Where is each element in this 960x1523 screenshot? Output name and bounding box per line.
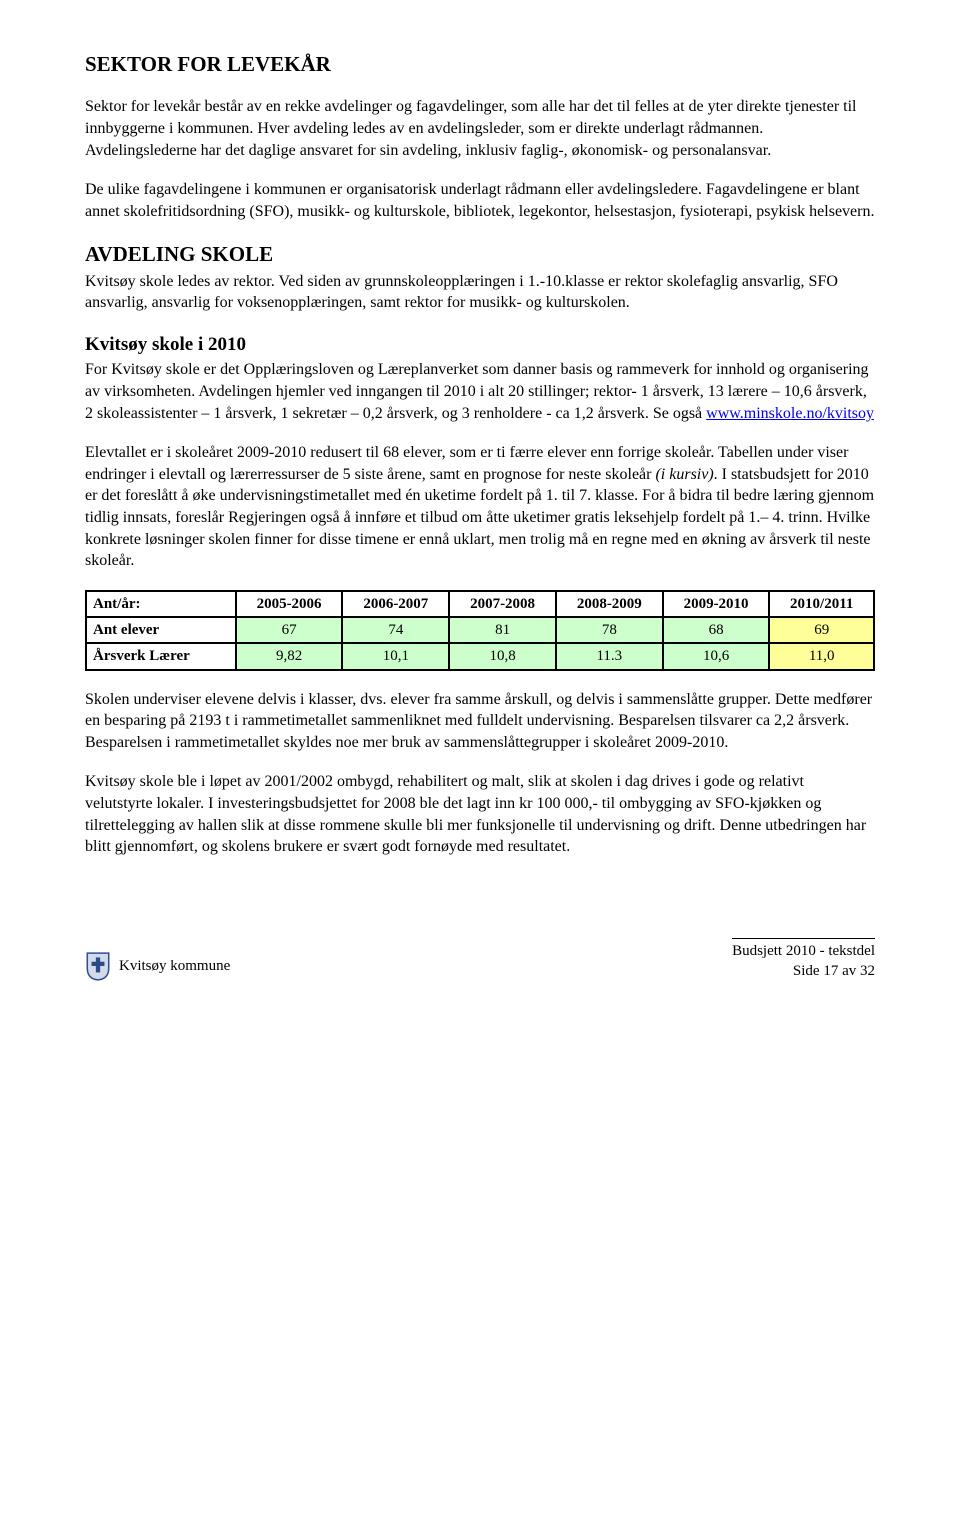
paragraph-2010-b: Elevtallet er i skoleåret 2009-2010 redu…	[85, 442, 875, 572]
municipality-crest-icon	[85, 951, 111, 981]
page-title: SEKTOR FOR LEVEKÅR	[85, 50, 875, 78]
th: 2010/2011	[769, 591, 874, 617]
th: 2009-2010	[663, 591, 770, 617]
after-table-p2: Kvitsøy skole ble i løpet av 2001/2002 o…	[85, 771, 875, 857]
footer-divider	[732, 938, 875, 939]
td: 10,1	[342, 643, 449, 669]
td: 81	[449, 617, 556, 643]
td: 11,0	[769, 643, 874, 669]
th: 2005-2006	[236, 591, 343, 617]
section-heading-avdeling-skole: AVDELING SKOLE	[85, 240, 875, 268]
th: 2008-2009	[556, 591, 663, 617]
footer-right: Budsjett 2010 - tekstdel Side 17 av 32	[732, 938, 875, 982]
td: 78	[556, 617, 663, 643]
link-minskole[interactable]: www.minskole.no/kvitsoy	[706, 405, 874, 422]
th: Ant/år:	[86, 591, 236, 617]
footer-doc-title: Budsjett 2010 - tekstdel	[732, 941, 875, 961]
td: 9,82	[236, 643, 343, 669]
td: 69	[769, 617, 874, 643]
elev-table: Ant/år: 2005-2006 2006-2007 2007-2008 20…	[85, 590, 875, 671]
footer-municipality: Kvitsøy kommune	[119, 956, 230, 976]
paragraph-2010-a: For Kvitsøy skole er det Opplæringsloven…	[85, 359, 875, 424]
intro-paragraph-2: De ulike fagavdelingene i kommunen er or…	[85, 179, 875, 222]
td: 67	[236, 617, 343, 643]
after-table-p1: Skolen underviser elevene delvis i klass…	[85, 689, 875, 754]
skole-intro: Kvitsøy skole ledes av rektor. Ved siden…	[85, 271, 875, 314]
td: 74	[342, 617, 449, 643]
td: 11.3	[556, 643, 663, 669]
text-italic: (i kursiv)	[655, 466, 713, 483]
td: 68	[663, 617, 770, 643]
footer-left: Kvitsøy kommune	[85, 951, 230, 981]
td: 10,6	[663, 643, 770, 669]
table-row: Ant elever 67 74 81 78 68 69	[86, 617, 874, 643]
subheading-kvitsoy-2010: Kvitsøy skole i 2010	[85, 332, 875, 358]
footer-page-number: Side 17 av 32	[732, 961, 875, 981]
td-label: Årsverk Lærer	[86, 643, 236, 669]
page-footer: Kvitsøy kommune Budsjett 2010 - tekstdel…	[85, 938, 875, 982]
table-row: Årsverk Lærer 9,82 10,1 10,8 11.3 10,6 1…	[86, 643, 874, 669]
intro-paragraph-1: Sektor for levekår består av en rekke av…	[85, 96, 875, 161]
td: 10,8	[449, 643, 556, 669]
table-header-row: Ant/år: 2005-2006 2006-2007 2007-2008 20…	[86, 591, 874, 617]
th: 2007-2008	[449, 591, 556, 617]
th: 2006-2007	[342, 591, 449, 617]
td-label: Ant elever	[86, 617, 236, 643]
